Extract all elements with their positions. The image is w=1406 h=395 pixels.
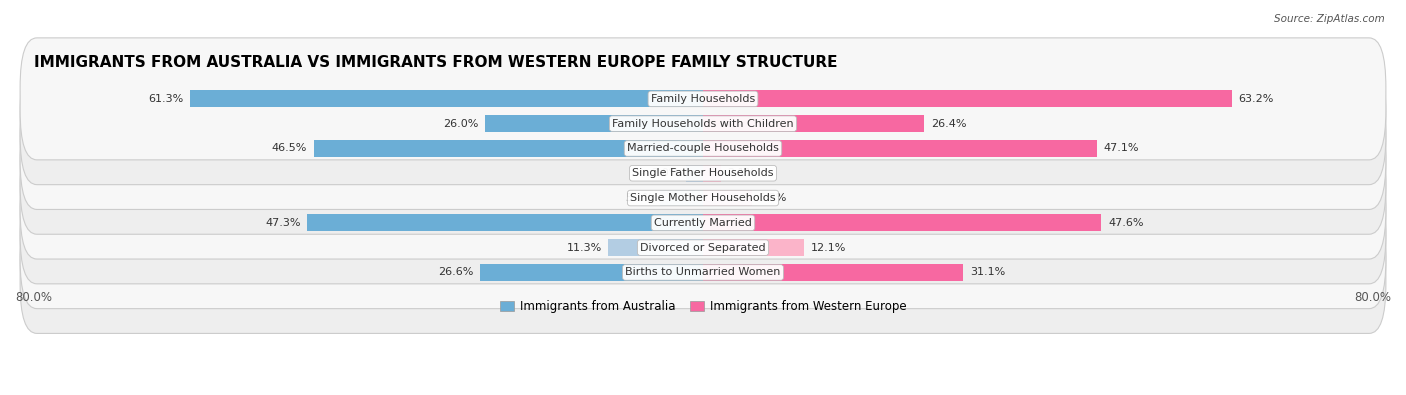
Text: 12.1%: 12.1% bbox=[811, 243, 846, 253]
FancyBboxPatch shape bbox=[20, 137, 1386, 259]
Text: Currently Married: Currently Married bbox=[654, 218, 752, 228]
Text: 47.1%: 47.1% bbox=[1104, 143, 1139, 153]
FancyBboxPatch shape bbox=[20, 63, 1386, 184]
Bar bbox=[609, 239, 703, 256]
Bar bbox=[703, 190, 752, 207]
Bar bbox=[314, 140, 703, 157]
Legend: Immigrants from Australia, Immigrants from Western Europe: Immigrants from Australia, Immigrants fr… bbox=[495, 295, 911, 318]
Text: Family Households: Family Households bbox=[651, 94, 755, 104]
Text: Single Mother Households: Single Mother Households bbox=[630, 193, 776, 203]
Bar bbox=[703, 165, 720, 182]
Bar bbox=[703, 239, 804, 256]
Text: 26.6%: 26.6% bbox=[439, 267, 474, 277]
Text: Births to Unmarried Women: Births to Unmarried Women bbox=[626, 267, 780, 277]
Text: 11.3%: 11.3% bbox=[567, 243, 602, 253]
Bar bbox=[190, 90, 703, 107]
Bar bbox=[703, 140, 1097, 157]
Text: 2.1%: 2.1% bbox=[727, 168, 755, 178]
Text: 47.6%: 47.6% bbox=[1108, 218, 1143, 228]
FancyBboxPatch shape bbox=[20, 187, 1386, 308]
Bar bbox=[703, 90, 1232, 107]
Text: Family Households with Children: Family Households with Children bbox=[612, 118, 794, 129]
Text: 5.8%: 5.8% bbox=[758, 193, 786, 203]
Bar bbox=[703, 115, 924, 132]
FancyBboxPatch shape bbox=[20, 211, 1386, 333]
Text: IMMIGRANTS FROM AUSTRALIA VS IMMIGRANTS FROM WESTERN EUROPE FAMILY STRUCTURE: IMMIGRANTS FROM AUSTRALIA VS IMMIGRANTS … bbox=[34, 55, 837, 70]
FancyBboxPatch shape bbox=[20, 162, 1386, 284]
Bar bbox=[485, 115, 703, 132]
Bar bbox=[686, 165, 703, 182]
Text: 47.3%: 47.3% bbox=[264, 218, 301, 228]
Bar bbox=[703, 214, 1101, 231]
Bar bbox=[661, 190, 703, 207]
FancyBboxPatch shape bbox=[20, 112, 1386, 234]
Text: 63.2%: 63.2% bbox=[1239, 94, 1274, 104]
Text: 2.0%: 2.0% bbox=[651, 168, 679, 178]
FancyBboxPatch shape bbox=[20, 87, 1386, 209]
Bar bbox=[307, 214, 703, 231]
Text: Source: ZipAtlas.com: Source: ZipAtlas.com bbox=[1274, 14, 1385, 24]
Text: 61.3%: 61.3% bbox=[148, 94, 183, 104]
Text: Married-couple Households: Married-couple Households bbox=[627, 143, 779, 153]
Text: Single Father Households: Single Father Households bbox=[633, 168, 773, 178]
Bar bbox=[703, 264, 963, 281]
Text: 5.1%: 5.1% bbox=[626, 193, 654, 203]
Text: 46.5%: 46.5% bbox=[271, 143, 307, 153]
Text: 26.0%: 26.0% bbox=[443, 118, 478, 129]
Bar bbox=[481, 264, 703, 281]
Text: Divorced or Separated: Divorced or Separated bbox=[640, 243, 766, 253]
Text: 31.1%: 31.1% bbox=[970, 267, 1005, 277]
FancyBboxPatch shape bbox=[20, 38, 1386, 160]
Text: 26.4%: 26.4% bbox=[931, 118, 966, 129]
